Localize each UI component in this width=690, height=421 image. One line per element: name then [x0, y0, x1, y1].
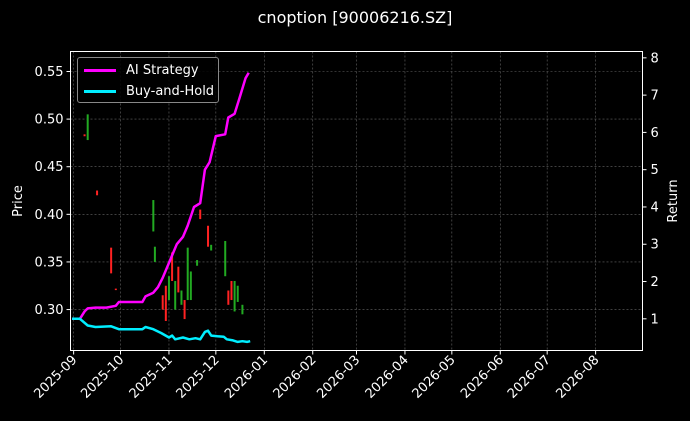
y-tick-label: 0.50 [35, 113, 64, 128]
candle [241, 304, 244, 315]
y2-tick-label: 4 [651, 200, 659, 215]
candle [153, 246, 156, 262]
candle [83, 134, 86, 137]
candle [161, 295, 164, 310]
candle [180, 290, 183, 305]
y-tick-label: 0.35 [35, 255, 64, 270]
legend-label: Buy-and-Hold [126, 83, 215, 99]
legend-swatch [84, 68, 116, 72]
y-axis-ticks: 0.30 0.35 0.40 0.45 0.50 0.55 [35, 65, 71, 318]
candle [186, 247, 189, 301]
chart-title: cnoption [90006216.SZ] [258, 8, 453, 27]
x-tick-label: 2026-07 [505, 353, 554, 402]
x-tick-label: 2026-01 [222, 353, 271, 402]
y2-axis-ticks: 1 2 3 4 5 6 7 8 [642, 51, 659, 327]
legend-item-buy-and-hold: Buy-and-Hold [84, 82, 214, 100]
candle [210, 244, 213, 251]
y2-axis-label: Return [666, 179, 681, 222]
x-tick-label: 2025-10 [78, 353, 127, 402]
legend: AI Strategy Buy-and-Hold [77, 57, 219, 103]
y2-tick-label: 1 [651, 312, 659, 327]
candle [167, 276, 170, 301]
candle [171, 252, 174, 281]
candle [236, 285, 239, 302]
candle [207, 225, 210, 247]
y-tick-label: 0.55 [35, 65, 64, 80]
candle [110, 247, 113, 274]
candle [114, 288, 117, 291]
y-tick-label: 0.40 [35, 208, 64, 223]
y-tick-label: 0.45 [35, 160, 64, 175]
candle [227, 290, 230, 305]
candle [86, 114, 89, 141]
y2-tick-label: 3 [651, 238, 659, 253]
y2-tick-label: 7 [651, 89, 659, 104]
candle [199, 209, 202, 220]
candle [174, 280, 177, 310]
x-tick-label: 2026-04 [363, 353, 412, 402]
x-tick-label: 2026-08 [553, 353, 602, 402]
candle [233, 280, 236, 312]
x-tick-label: 2025-09 [31, 353, 80, 402]
candle [177, 266, 180, 293]
y2-tick-label: 6 [651, 126, 659, 141]
x-tick-label: 2026-03 [314, 353, 363, 402]
candle [96, 190, 99, 196]
x-tick-label: 2025-11 [127, 353, 176, 402]
series-line-ai-strategy [72, 72, 250, 321]
series-line-buy-and-hold [72, 317, 251, 344]
candle [196, 260, 199, 266]
candle [164, 285, 167, 321]
candle [230, 280, 233, 301]
candle [224, 240, 227, 277]
legend-label: AI Strategy [126, 62, 199, 78]
x-tick-label: 2025-12 [174, 353, 223, 402]
y-axis-label: Price [11, 185, 26, 217]
x-tick-label: 2026-05 [410, 353, 459, 402]
grid [70, 51, 643, 351]
y2-tick-label: 5 [651, 163, 659, 178]
y-tick-label: 0.30 [35, 303, 64, 318]
candle [183, 300, 186, 320]
legend-item-ai-strategy: AI Strategy [84, 61, 199, 79]
y2-tick-label: 8 [651, 51, 659, 66]
y2-tick-label: 2 [651, 275, 659, 290]
x-tick-label: 2026-06 [458, 353, 507, 402]
legend-swatch [84, 89, 116, 93]
candle [152, 200, 155, 232]
candles [83, 114, 244, 321]
x-tick-label: 2026-02 [271, 353, 320, 402]
candle [189, 271, 192, 301]
series-lines [72, 72, 251, 344]
